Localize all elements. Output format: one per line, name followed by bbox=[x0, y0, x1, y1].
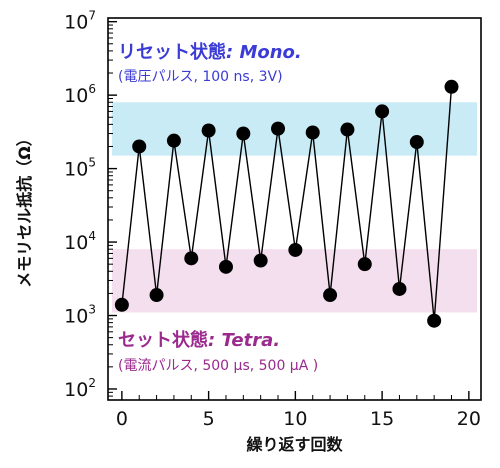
data-point bbox=[184, 251, 199, 266]
set-state-conditions: (電流パルス, 500 µs, 500 µA ) bbox=[118, 358, 318, 374]
x-tick-label: 20 bbox=[457, 408, 481, 430]
data-point bbox=[132, 139, 147, 154]
data-point bbox=[288, 242, 303, 257]
data-point bbox=[236, 126, 251, 141]
y-tick-label: 107 bbox=[64, 9, 96, 34]
x-axis-title: 繰り返す回数 bbox=[246, 435, 343, 454]
data-point bbox=[340, 122, 355, 137]
data-point bbox=[114, 297, 129, 312]
reset-state-conditions: (電圧パルス, 100 ns, 3V) bbox=[118, 69, 283, 85]
x-tick-label: 0 bbox=[116, 408, 128, 430]
reset-state-mode: : Mono. bbox=[226, 42, 302, 63]
data-point bbox=[305, 125, 320, 140]
data-series bbox=[114, 79, 459, 328]
reset-state-title: リセット状態: Mono. bbox=[118, 41, 302, 63]
y-tick-label: 104 bbox=[64, 229, 96, 254]
data-point bbox=[218, 259, 233, 274]
x-tick-label: 5 bbox=[203, 408, 215, 430]
x-tick-label: 10 bbox=[283, 408, 307, 430]
set-state-label: セット状態 bbox=[118, 329, 208, 351]
set-state-title: セット状態: Tetra. bbox=[118, 329, 280, 351]
data-point bbox=[271, 121, 286, 136]
set-state-mode: : Tetra. bbox=[208, 330, 280, 351]
data-point bbox=[427, 313, 442, 328]
y-tick-label: 105 bbox=[64, 156, 96, 181]
set-state-band bbox=[112, 249, 477, 313]
reset-state-band bbox=[112, 102, 477, 156]
y-tick-label: 106 bbox=[64, 82, 96, 107]
axis-ticks: 102 103 104 105 106 107 0 5 10 15 20 bbox=[64, 9, 481, 430]
data-point bbox=[201, 123, 216, 138]
data-point bbox=[375, 104, 390, 119]
y-tick-label: 102 bbox=[64, 376, 96, 401]
data-point bbox=[444, 79, 459, 94]
y-axis-title: メモリセル抵抗（Ω） bbox=[15, 130, 34, 288]
data-point bbox=[357, 257, 372, 272]
y-tick-label: 103 bbox=[64, 303, 96, 328]
series-line bbox=[121, 86, 453, 321]
data-point bbox=[409, 135, 424, 150]
plot-frame bbox=[107, 17, 482, 401]
data-point bbox=[323, 288, 338, 303]
data-point bbox=[253, 253, 268, 268]
reset-state-label: リセット状態 bbox=[118, 41, 226, 63]
data-point bbox=[166, 133, 181, 148]
x-tick-label: 15 bbox=[370, 408, 394, 430]
data-point bbox=[392, 281, 407, 296]
data-point bbox=[149, 288, 164, 303]
